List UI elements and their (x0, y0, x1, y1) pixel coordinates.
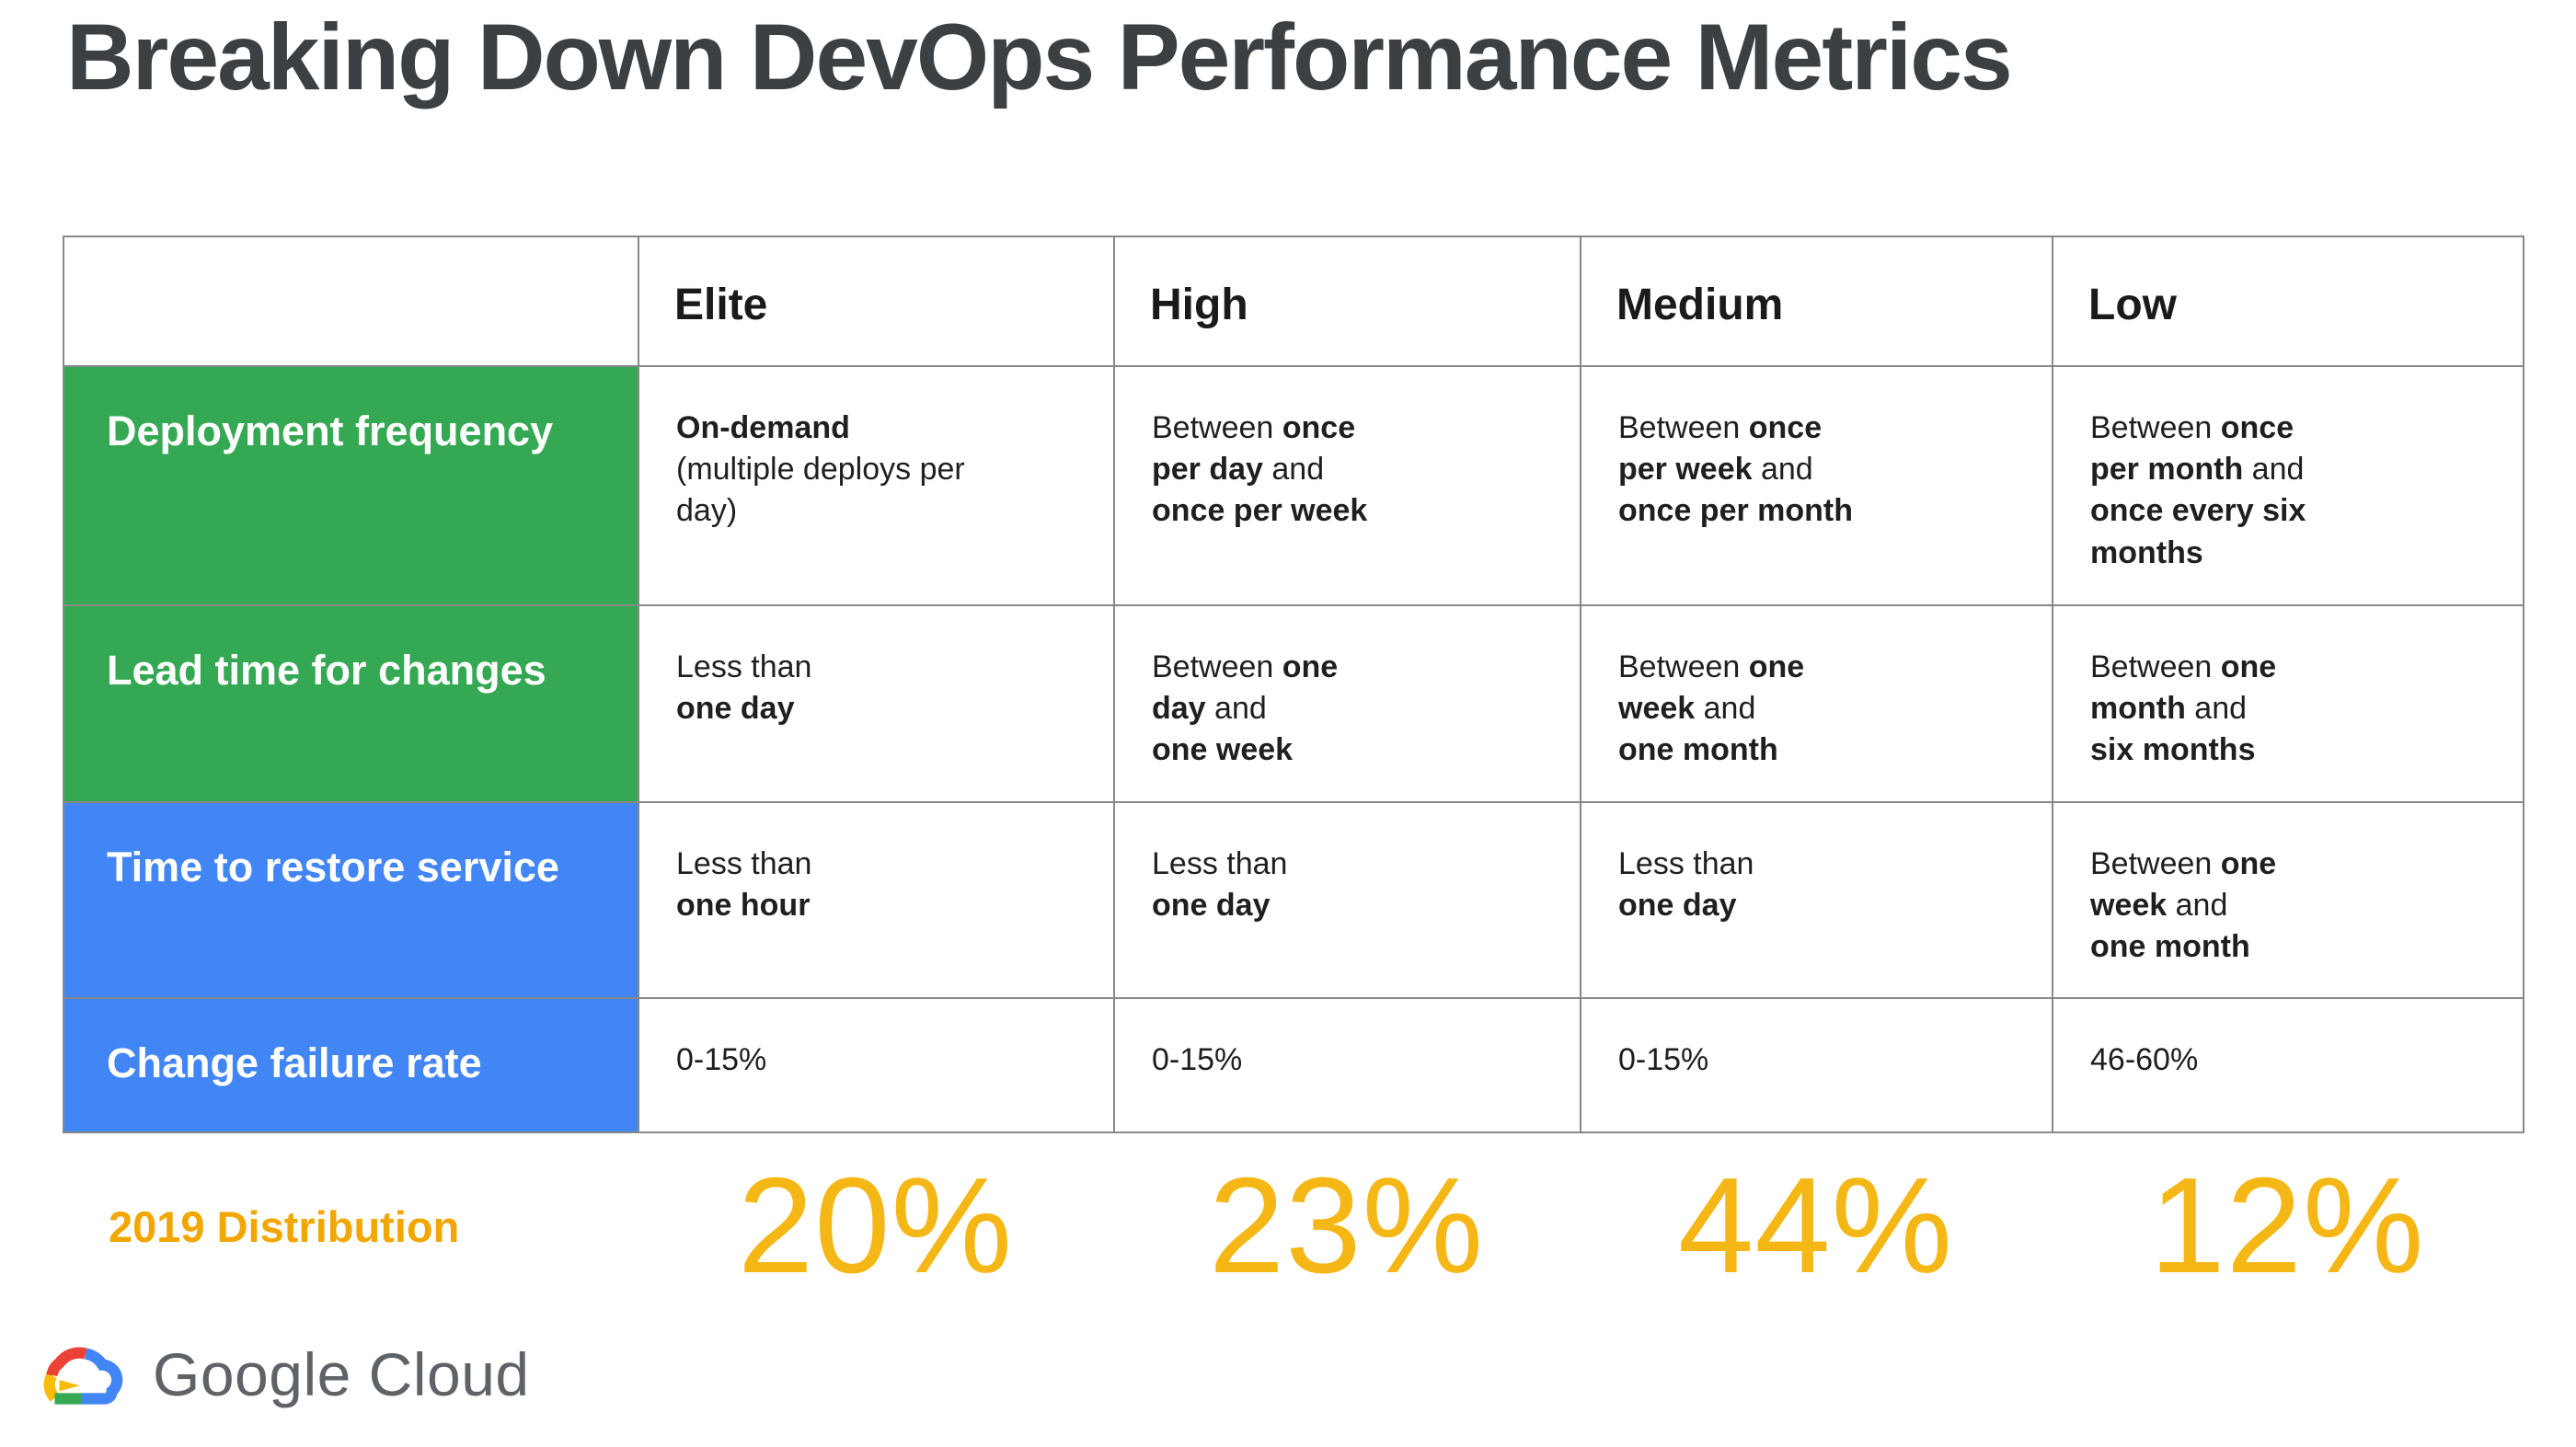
column-header-high: High (1115, 237, 1581, 367)
cloud-blue-arc (82, 1348, 123, 1405)
page-title: Breaking Down DevOps Performance Metrics (66, 5, 2013, 109)
cell-time-to-restore-low: Between one week and one month (2053, 803, 2524, 999)
metrics-table: Elite High Medium Low Deployment frequen… (63, 235, 2524, 1133)
cell-lead-time-high: Between one day and one week (1115, 606, 1581, 803)
row-header-change-failure-rate: Change failure rate (64, 999, 639, 1133)
cell-time-to-restore-elite: Less than one hour (639, 803, 1115, 999)
cell-change-failure-high: 0-15% (1115, 999, 1581, 1133)
cloud-yellow-arc (43, 1372, 60, 1402)
column-header-low: Low (2053, 237, 2524, 367)
cell-time-to-restore-high: Less than one day (1115, 803, 1581, 999)
cell-change-failure-low: 46-60% (2053, 999, 2524, 1133)
cell-change-failure-medium: 0-15% (1581, 999, 2053, 1133)
brand-text: Google Cloud (153, 1340, 530, 1408)
distribution-value-elite: 20% (737, 1150, 1014, 1302)
table-corner-cell (64, 237, 639, 367)
cell-deployment-frequency-low: Between once per month and once every si… (2053, 367, 2524, 606)
cloud-red-arc (46, 1347, 87, 1377)
cell-lead-time-low: Between one month and six months (2053, 606, 2524, 803)
cell-lead-time-medium: Between one week and one month (1581, 606, 2053, 803)
distribution-label: 2019 Distribution (109, 1201, 460, 1251)
row-header-deployment-frequency: Deployment frequency (64, 367, 639, 606)
cell-deployment-frequency-medium: Between once per week and once per month (1581, 367, 2053, 606)
cell-time-to-restore-medium: Less than one day (1581, 803, 2053, 999)
google-cloud-icon (42, 1347, 123, 1405)
column-header-medium: Medium (1581, 237, 2053, 367)
cell-deployment-frequency-high: Between once per day and once per week (1115, 367, 1581, 606)
column-header-elite: Elite (639, 237, 1115, 367)
distribution-value-high: 23% (1208, 1150, 1485, 1302)
cell-change-failure-elite: 0-15% (639, 999, 1115, 1133)
row-header-time-to-restore: Time to restore service (64, 803, 639, 999)
distribution-value-low: 12% (2149, 1150, 2425, 1302)
google-cloud-logo: Google Cloud (33, 1323, 530, 1426)
cloud-yellow-notch (59, 1380, 80, 1392)
row-header-lead-time: Lead time for changes (64, 606, 639, 803)
distribution-row: 2019 Distribution 20% 23% 44% 12% (63, 1143, 2523, 1309)
cell-deployment-frequency-elite: On-demand (multiple deploys per day) (639, 367, 1115, 606)
cell-lead-time-elite: Less than one day (639, 606, 1115, 803)
distribution-value-medium: 44% (1677, 1150, 1954, 1302)
